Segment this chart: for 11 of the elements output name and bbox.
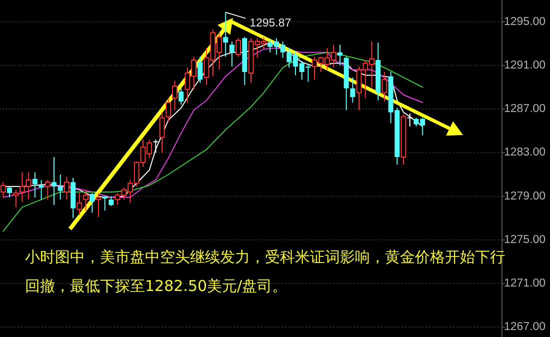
peak-label: 1295.87 [225,12,292,30]
annotation: 1295.87 [250,17,292,30]
y-tick-label: 1283.00 [504,146,546,159]
annotation: 小时图中，美市盘中空头继续发力，受科米证词影响，黄金价格开始下行回撤，最低下探至1282.50美元/盘司。 [25,248,505,295]
y-tick-label: 1291.00 [504,59,546,72]
y-tick-label: 1275.00 [504,234,546,246]
y-tick-label: 1287.00 [504,103,546,116]
y-tick-label: 1295.00 [504,16,546,28]
y-tick-label: 1267.00 [504,321,546,334]
y-tick-label: 1271.00 [504,278,546,290]
y-tick-label: 1279.00 [504,190,546,202]
